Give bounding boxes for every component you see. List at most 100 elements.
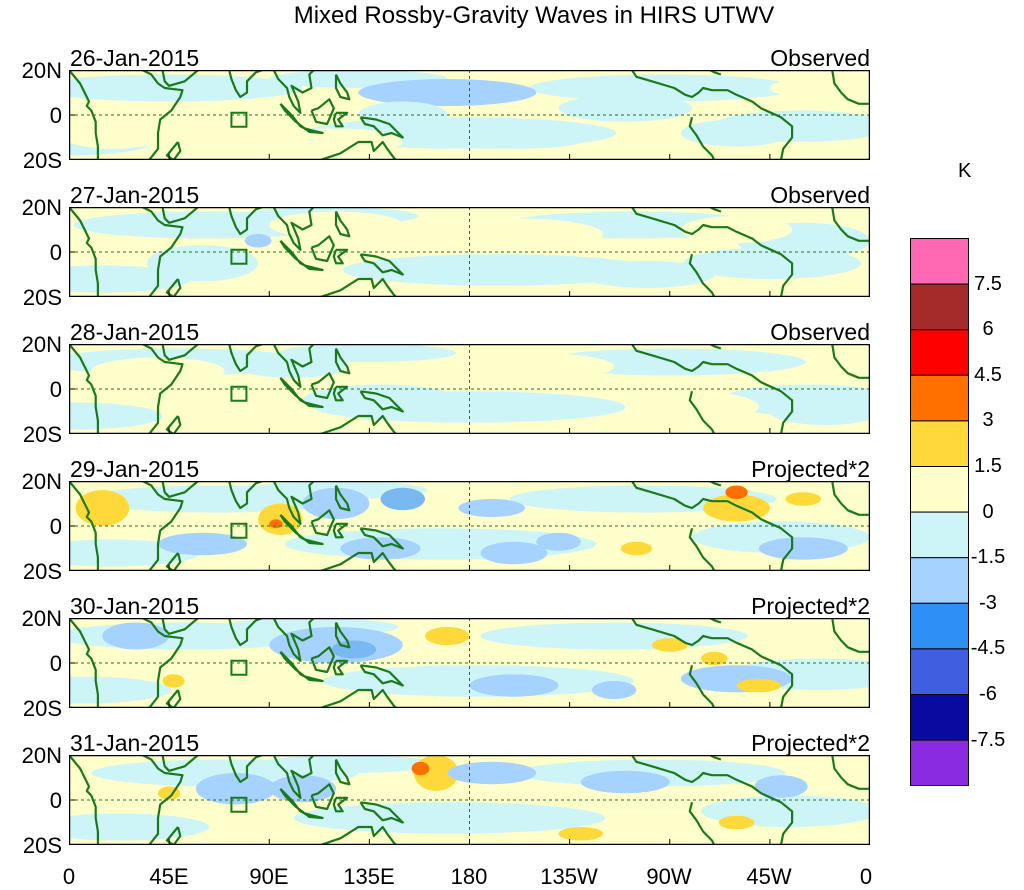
coastline	[334, 759, 351, 786]
coastline	[304, 264, 324, 272]
colorbar-box	[910, 329, 969, 376]
coastline	[334, 211, 351, 238]
map-plot	[69, 618, 870, 708]
x-tick-label: 135W	[540, 864, 598, 889]
anomaly-contour	[458, 499, 526, 517]
anomaly-contour	[331, 640, 377, 659]
colorbar-label: 0	[982, 500, 994, 523]
map-plot	[69, 207, 870, 297]
coastline	[310, 235, 335, 263]
anomaly-contour	[302, 487, 370, 520]
panel-label: Projected*2	[751, 456, 870, 482]
anomaly-contour	[162, 674, 185, 688]
anomaly-contour	[269, 775, 336, 803]
coastline	[630, 70, 794, 160]
coastline	[310, 783, 335, 811]
anomaly-contour	[758, 537, 848, 560]
region-box	[230, 385, 248, 402]
coastline	[165, 552, 182, 571]
coastline	[228, 207, 263, 236]
coastline	[688, 117, 716, 160]
coastline	[688, 802, 716, 845]
coastline	[320, 825, 397, 845]
coastline	[161, 70, 199, 87]
coastline	[228, 481, 263, 510]
x-tick-label: 0	[62, 864, 76, 889]
coastline	[334, 485, 351, 512]
anomaly-contour	[342, 254, 655, 286]
x-tick-label: 180	[450, 864, 488, 889]
anomaly-contour	[425, 218, 603, 250]
panel-5: 30-Jan-2015 Projected*2	[0, 593, 900, 708]
coastline	[228, 755, 263, 784]
anomaly-contour	[195, 773, 276, 805]
colorbar-box	[910, 511, 969, 559]
anomaly-contour	[380, 487, 425, 511]
colorbar-label: -1.5	[970, 546, 1006, 569]
panel-4: 29-Jan-2015 Projected*2	[0, 456, 900, 571]
colorbar-label: 3	[982, 409, 994, 432]
coastline	[334, 622, 351, 649]
coastline	[165, 278, 182, 297]
coastline	[161, 755, 199, 772]
panel-1: 26-Jan-2015 Observed	[0, 45, 900, 160]
colorbar-box	[910, 238, 969, 285]
panel-label: Observed	[770, 45, 870, 71]
colorbar-label: -6	[979, 683, 997, 705]
coastline	[332, 248, 349, 265]
panel-label: Observed	[770, 182, 870, 208]
anomaly-contour	[769, 76, 870, 100]
panel-label: Projected*2	[751, 593, 870, 619]
coastline	[332, 796, 349, 813]
region-box	[230, 111, 248, 128]
coastline	[696, 344, 722, 350]
x-tick-label: 0	[859, 864, 873, 889]
lat-tick-label: 20S	[22, 285, 62, 310]
colorbar-box	[910, 557, 969, 604]
coastline	[320, 414, 397, 434]
colorbar-label: 1.5	[974, 455, 1002, 477]
coastline	[831, 618, 870, 653]
lat-tick-label: 20S	[22, 148, 62, 173]
coastline	[69, 344, 99, 434]
anomaly-contour	[700, 651, 728, 666]
coastline	[688, 254, 716, 297]
colorbar-label: -4.5	[970, 637, 1006, 660]
lat-tick-label: 20S	[22, 559, 62, 584]
anomaly-contour	[651, 638, 688, 652]
units-label: K	[958, 160, 972, 182]
coastline	[630, 344, 794, 434]
coastline	[359, 801, 404, 824]
coastline	[320, 688, 397, 708]
anomaly-contour	[769, 398, 870, 425]
coastline	[332, 111, 349, 128]
lat-tick-label: 20N	[21, 58, 62, 83]
coastline	[69, 70, 99, 160]
colorbar-box	[910, 283, 969, 331]
coastline	[304, 538, 324, 546]
chart-title: Mixed Rossby-Gravity Waves in HIRS UTWV	[293, 2, 775, 29]
coastline	[334, 348, 351, 375]
coastline	[696, 70, 722, 76]
panel-date: 28-Jan-2015	[70, 319, 200, 345]
anomaly-contour	[75, 490, 130, 526]
panel-date: 29-Jan-2015	[70, 456, 200, 482]
coastline	[831, 70, 870, 105]
coastline	[831, 755, 870, 790]
lat-tick-label: 20N	[21, 332, 62, 357]
coastline	[161, 481, 199, 498]
anomaly-contour	[158, 532, 247, 556]
anomaly-contour	[736, 678, 781, 693]
coastline	[696, 481, 722, 487]
anomaly-contour	[425, 627, 470, 645]
anomaly-contour	[754, 775, 808, 798]
anomaly-contour	[411, 761, 430, 776]
colorbar-label: 4.5	[974, 363, 1002, 386]
coastline	[332, 385, 349, 402]
coastline	[310, 372, 335, 400]
colorbar-box	[910, 694, 969, 741]
anomaly-contour	[580, 261, 715, 288]
anomaly-contour	[558, 827, 603, 841]
coastline	[304, 675, 324, 683]
coastline	[310, 646, 335, 674]
